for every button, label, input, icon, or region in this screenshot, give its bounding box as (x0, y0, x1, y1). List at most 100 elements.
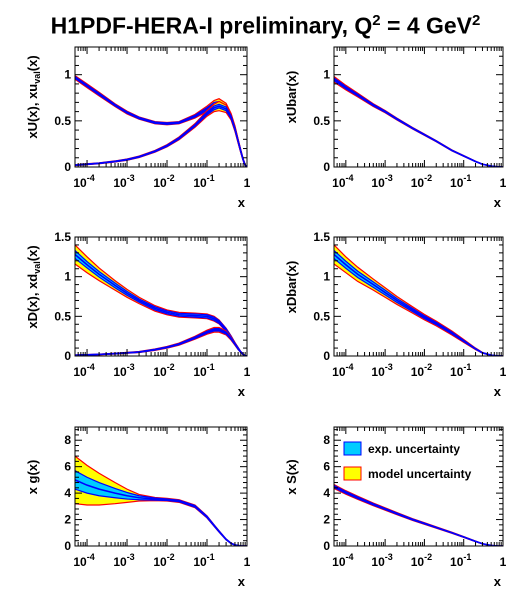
y-tick-label: 0.5 (54, 114, 71, 128)
y-tick-label: 1 (323, 270, 330, 284)
x-tick-exponent: -2 (424, 362, 432, 372)
model-band (334, 244, 503, 356)
title-sup1: 2 (372, 12, 381, 29)
x-tick-label: 10-3 (113, 173, 134, 190)
y-axis-label-part: (x) (25, 245, 40, 261)
y-tick-label: 4 (64, 486, 71, 500)
y-axis-label-part: xUbar(x) (284, 71, 299, 124)
panel-frame (333, 236, 504, 357)
y-tick-label: 8 (323, 433, 330, 447)
y-tick-label: 2 (323, 513, 330, 527)
y-axis-label: x g(x) (25, 460, 40, 495)
y-tick-label: 6 (323, 460, 330, 474)
panel-xU: 10-4 10-3 10-2 10-1 1 0 0.5 1 x xU(x), xuval(x) (25, 46, 251, 210)
x-tick-exponent: -1 (207, 362, 215, 372)
x-tick-exponent: -1 (207, 552, 215, 562)
x-tick-exponent: -3 (385, 552, 393, 562)
x-axis-label: x (238, 195, 246, 210)
y-tick-label: 8 (64, 433, 71, 447)
panel-xDbar: 10-4 10-3 10-2 10-1 1 0 0.5 1 1.5 x xDbar(x) (284, 230, 507, 399)
panel-plot-area (334, 76, 503, 167)
y-axis-label-part: xD(x), xd (25, 274, 40, 329)
panel-xUbar: 10-4 10-3 10-2 10-1 1 0 0.5 1 x xUbar(x) (284, 46, 507, 210)
x-tick-label: 10-2 (153, 552, 174, 569)
exp-band (334, 485, 503, 546)
y-tick-label: 0 (323, 349, 330, 363)
central-curve (75, 105, 247, 167)
y-tick-label: 1 (64, 68, 71, 82)
legend: exp. uncertainty model uncertainty (343, 441, 472, 481)
x-tick-label: 10-1 (450, 552, 471, 569)
y-axis-label-part: (x) (25, 55, 40, 71)
x-tick-label: 10-2 (153, 173, 174, 190)
model-band (334, 484, 503, 546)
model-band-lower-edge (75, 500, 247, 546)
x-tick-label: 10-1 (193, 362, 214, 379)
y-axis-label-part: x S(x) (284, 459, 299, 494)
panel-xD: 10-4 10-3 10-2 10-1 1 0 0.5 1 1.5 x xD(x), xdval(x… (25, 230, 251, 399)
y-axis-label: xDbar(x) (284, 261, 299, 314)
title-prefix: H1PDF-HERA-I preliminary, Q (50, 12, 373, 39)
y-tick-label: 6 (64, 460, 71, 474)
x-tick-exponent: -1 (463, 552, 471, 562)
exp-band (75, 250, 247, 356)
x-tick-label: 10-4 (73, 552, 94, 569)
central-curve (334, 78, 503, 167)
x-axis-label: x (494, 384, 502, 399)
title-sup2: 2 (472, 12, 481, 29)
x-tick-label: 10-2 (411, 552, 432, 569)
x-tick-label: 10-4 (332, 173, 353, 190)
central-curve (75, 329, 247, 356)
panel-frame (74, 236, 248, 357)
x-tick-label: 1 (500, 555, 507, 569)
x-tick-label: 10-2 (153, 362, 174, 379)
y-axis-label-subscript: val (32, 261, 42, 274)
panel-plot-area (334, 483, 503, 546)
x-tick-label: 10-3 (371, 173, 392, 190)
title-mid: = 4 GeV (380, 12, 473, 39)
y-tick-label: 1.5 (54, 230, 71, 244)
exp-band (334, 77, 503, 167)
x-tick-label: 10-2 (411, 362, 432, 379)
x-tick-exponent: -2 (167, 552, 175, 562)
model-band (75, 75, 247, 167)
y-tick-label: 4 (323, 486, 330, 500)
central-curve (75, 479, 247, 546)
central-curve (334, 485, 503, 546)
y-tick-label: 0 (64, 160, 71, 174)
y-axis-label-part: xU(x), xu (25, 84, 40, 139)
x-tick-label: 10-3 (371, 362, 392, 379)
exp-band-upper-edge (334, 250, 503, 356)
central-curve (334, 253, 503, 356)
x-tick-exponent: -3 (385, 173, 393, 183)
x-axis-label: x (238, 384, 246, 399)
y-axis-label-part: x g(x) (25, 460, 40, 495)
model-band-upper-edge (75, 244, 247, 356)
x-tick-exponent: -1 (463, 362, 471, 372)
x-tick-label: 1 (500, 176, 507, 190)
y-tick-label: 0.5 (313, 309, 330, 323)
model-band (75, 456, 247, 546)
x-tick-label: 10-1 (193, 552, 214, 569)
x-tick-label: 1 (500, 365, 507, 379)
y-axis-label: xU(x), xuval(x) (25, 55, 42, 138)
y-tick-label: 1.5 (313, 230, 330, 244)
exp-band-upper-edge (75, 103, 247, 167)
x-tick-exponent: -1 (463, 173, 471, 183)
exp-band-upper-edge (334, 484, 503, 546)
model-band (334, 76, 503, 167)
panel-plot-area (75, 75, 247, 167)
x-tick-label: 1 (244, 365, 251, 379)
x-tick-label: 10-1 (450, 173, 471, 190)
y-axis-label: xUbar(x) (284, 71, 299, 124)
y-tick-label: 0 (323, 160, 330, 174)
y-axis-label-part: xDbar(x) (284, 261, 299, 314)
x-tick-label: 10-4 (332, 362, 353, 379)
x-tick-label: 10-4 (73, 362, 94, 379)
x-tick-exponent: -4 (346, 552, 354, 562)
x-tick-exponent: -4 (87, 173, 95, 183)
exp-band-upper-edge (334, 77, 503, 167)
model-band-lower-edge (75, 110, 247, 167)
exp-band (334, 250, 503, 356)
model-band-upper-edge (75, 75, 247, 167)
